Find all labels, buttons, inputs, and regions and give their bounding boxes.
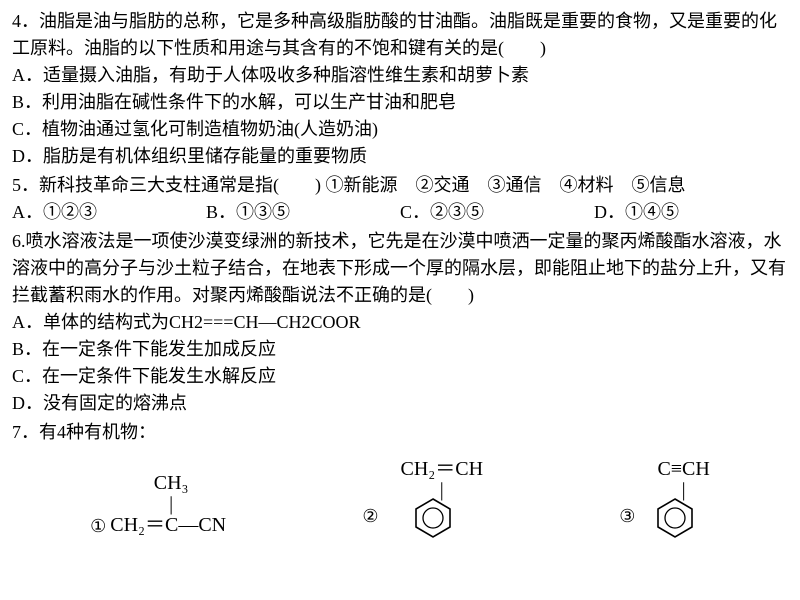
question-6: 6.喷水溶液法是一项使沙漠变绿洲的新技术，它先是在沙漠中喷洒一定量的聚丙烯酸酯水… (12, 228, 788, 417)
question-5: 5．新科技革命三大支柱通常是指( ) ①新能源 ②交通 ③通信 ④材料 ⑤信息 … (12, 172, 788, 226)
question-7: 7．有4种有机物： CH₃ | ① CH₂＝C—CN ② CH₂＝CH | (12, 419, 788, 540)
q7-stem: 7．有4种有机物： (12, 419, 788, 446)
s1-num: ① (90, 513, 106, 540)
s3-num: ③ (619, 503, 635, 530)
q6-stem: 6.喷水溶液法是一项使沙漠变绿洲的新技术，它先是在沙漠中喷洒一定量的聚丙烯酸酯水… (12, 228, 788, 309)
structure-3: ③ C≡CH | (619, 454, 710, 540)
q4-opt-b: B．利用油脂在碱性条件下的水解，可以生产甘油和肥皂 (12, 89, 788, 116)
question-4: 4．油脂是油与脂肪的总称，它是多种高级脂肪酸的甘油酯。油脂既是重要的食物，又是重… (12, 8, 788, 170)
q4-stem: 4．油脂是油与脂肪的总称，它是多种高级脂肪酸的甘油酯。油脂既是重要的食物，又是重… (12, 8, 788, 62)
q7-structures: CH₃ | ① CH₂＝C—CN ② CH₂＝CH | (12, 454, 788, 540)
q6-opt-d: D．没有固定的熔沸点 (12, 390, 788, 417)
q4-opt-a: A．适量摄入油脂，有助于人体吸收多种脂溶性维生素和胡萝卜素 (12, 62, 788, 89)
q5-stem: 5．新科技革命三大支柱通常是指( ) ①新能源 ②交通 ③通信 ④材料 ⑤信息 (12, 172, 788, 199)
s2-num: ② (362, 503, 378, 530)
structure-2: ② CH₂＝CH | (362, 454, 483, 540)
q6-opt-a: A．单体的结构式为CH2===CH—CH2COOR (12, 309, 788, 336)
s1-main: CH₂＝C—CN (110, 510, 226, 540)
q5-opt-c: C．②③⑤ (400, 199, 594, 226)
q6-opt-b: B．在一定条件下能发生加成反应 (12, 336, 788, 363)
benzene-icon (653, 496, 697, 540)
q4-opt-d: D．脂肪是有机体组织里储存能量的重要物质 (12, 143, 788, 170)
structure-1: CH₃ | ① CH₂＝C—CN (90, 468, 226, 540)
q5-opt-b: B．①③⑤ (206, 199, 400, 226)
q5-opt-d: D．①④⑤ (594, 199, 788, 226)
q5-opt-a: A．①②③ (12, 199, 206, 226)
benzene-icon (411, 496, 455, 540)
q4-opt-c: C．植物油通过氢化可制造植物奶油(人造奶油) (12, 116, 788, 143)
q6-opt-c: C．在一定条件下能发生水解反应 (12, 363, 788, 390)
q5-options: A．①②③ B．①③⑤ C．②③⑤ D．①④⑤ (12, 199, 788, 226)
